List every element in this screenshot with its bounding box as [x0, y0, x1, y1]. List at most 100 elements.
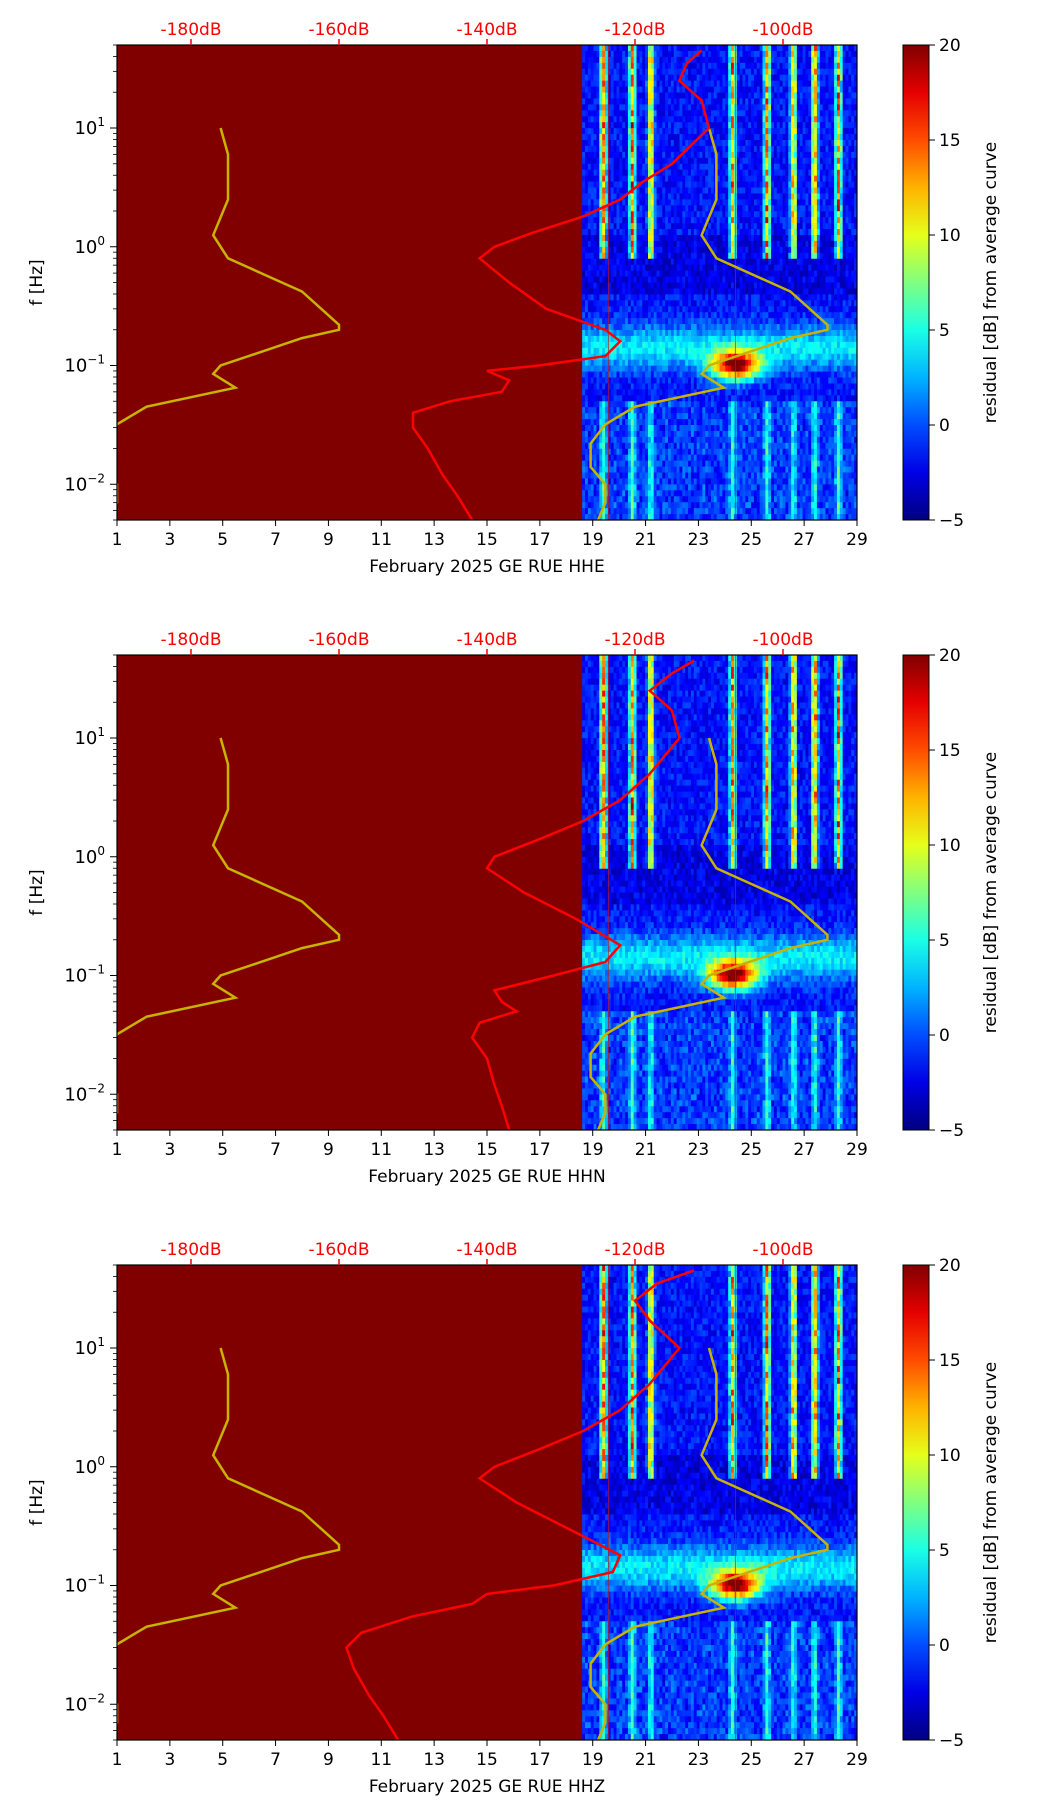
x-tick-label: 7 — [270, 1140, 281, 1160]
x-tick-label: 17 — [529, 1140, 551, 1160]
db-tick-label: -180dB — [160, 1240, 221, 1260]
colorbar-label: residual [dB] from average curve — [981, 752, 1001, 1033]
x-tick-label: 13 — [423, 1750, 445, 1770]
x-axis-label: February 2025 GE RUE HHE — [369, 557, 604, 577]
y-tick-label: 101 — [74, 115, 105, 139]
spectrogram-heatmap — [582, 655, 857, 1131]
db-tick-label: -160dB — [308, 1240, 369, 1260]
colorbar-tick-label: 15 — [939, 131, 961, 151]
x-tick-label: 11 — [370, 530, 392, 550]
colorbar-label: residual [dB] from average curve — [981, 142, 1001, 423]
x-tick-label: 19 — [582, 1140, 604, 1160]
x-axis-label: February 2025 GE RUE HHN — [368, 1167, 605, 1187]
x-tick-label: 15 — [476, 1750, 498, 1770]
x-tick-label: 9 — [323, 530, 334, 550]
colorbar-tick-label: 15 — [939, 1351, 961, 1371]
y-axis-label: f [Hz] — [27, 259, 47, 305]
y-axis-label: f [Hz] — [27, 869, 47, 915]
colorbar-gradient — [903, 45, 929, 520]
x-tick-label: 1 — [112, 1750, 123, 1770]
db-tick-label: -100dB — [752, 1240, 813, 1260]
db-tick-label: -180dB — [160, 20, 221, 40]
plot-area — [102, 45, 857, 521]
db-tick-label: -120dB — [604, 630, 665, 650]
x-tick-label: 19 — [582, 530, 604, 550]
x-tick-label: 3 — [164, 1140, 175, 1160]
x-tick-label: 9 — [323, 1140, 334, 1160]
x-tick-label: 11 — [370, 1140, 392, 1160]
x-tick-label: 21 — [635, 530, 657, 550]
colorbar-gradient — [903, 655, 929, 1130]
x-tick-label: 29 — [846, 1140, 868, 1160]
colorbar-tick-label: 10 — [939, 1446, 961, 1466]
x-tick-label: 21 — [635, 1140, 657, 1160]
plot-area — [102, 655, 857, 1131]
db-tick-label: -140dB — [456, 630, 517, 650]
x-tick-label: 19 — [582, 1750, 604, 1770]
y-tick-label: 10−1 — [64, 353, 105, 377]
y-tick-label: 101 — [74, 1335, 105, 1359]
x-tick-label: 15 — [476, 1140, 498, 1160]
spectrogram-heatmap — [582, 1265, 857, 1741]
x-tick-label: 7 — [270, 530, 281, 550]
x-tick-label: 25 — [740, 530, 762, 550]
y-tick-label: 101 — [74, 725, 105, 749]
db-tick-label: -100dB — [752, 630, 813, 650]
y-tick-label: 10−1 — [64, 1573, 105, 1597]
db-tick-label: -140dB — [456, 20, 517, 40]
x-tick-label: 17 — [529, 530, 551, 550]
x-tick-label: 25 — [740, 1140, 762, 1160]
x-tick-label: 23 — [688, 1750, 710, 1770]
y-tick-label: 100 — [74, 844, 105, 868]
colorbar-tick-label: 10 — [939, 226, 961, 246]
colorbar-tick-label: 0 — [939, 1636, 950, 1656]
db-tick-label: -140dB — [456, 1240, 517, 1260]
colorbar-tick-label: 20 — [939, 646, 961, 666]
colorbar-tick-label: −5 — [939, 1731, 964, 1751]
x-tick-label: 25 — [740, 1750, 762, 1770]
x-tick-label: 23 — [688, 1140, 710, 1160]
plot-area — [102, 1265, 857, 1741]
colorbar-tick-label: 0 — [939, 416, 950, 436]
colorbar-tick-label: 15 — [939, 741, 961, 761]
x-tick-label: 11 — [370, 1750, 392, 1770]
y-tick-label: 100 — [74, 234, 105, 258]
x-tick-label: 27 — [793, 1750, 815, 1770]
db-tick-label: -100dB — [752, 20, 813, 40]
colorbar-tick-label: −5 — [939, 511, 964, 531]
db-tick-label: -120dB — [604, 1240, 665, 1260]
colorbar-tick-label: 10 — [939, 836, 961, 856]
x-tick-label: 3 — [164, 530, 175, 550]
y-tick-label: 10−2 — [64, 471, 105, 495]
y-tick-label: 100 — [74, 1454, 105, 1478]
x-tick-label: 9 — [323, 1750, 334, 1770]
x-tick-label: 13 — [423, 530, 445, 550]
y-tick-label: 10−2 — [64, 1081, 105, 1105]
y-tick-label: 10−1 — [64, 963, 105, 987]
x-tick-label: 3 — [164, 1750, 175, 1770]
x-tick-label: 21 — [635, 1750, 657, 1770]
colorbar-tick-label: 20 — [939, 1256, 961, 1276]
db-tick-label: -120dB — [604, 20, 665, 40]
colorbar-tick-label: −5 — [939, 1121, 964, 1141]
x-tick-label: 27 — [793, 1140, 815, 1160]
x-tick-label: 15 — [476, 530, 498, 550]
x-tick-label: 27 — [793, 530, 815, 550]
x-tick-label: 29 — [846, 530, 868, 550]
x-tick-label: 1 — [112, 1140, 123, 1160]
spectrogram-heatmap — [582, 45, 857, 521]
x-axis-label: February 2025 GE RUE HHZ — [369, 1777, 605, 1797]
x-tick-label: 5 — [217, 1140, 228, 1160]
colorbar-tick-label: 20 — [939, 36, 961, 56]
x-tick-label: 7 — [270, 1750, 281, 1770]
x-tick-label: 13 — [423, 1140, 445, 1160]
x-tick-label: 5 — [217, 1750, 228, 1770]
x-tick-label: 29 — [846, 1750, 868, 1770]
